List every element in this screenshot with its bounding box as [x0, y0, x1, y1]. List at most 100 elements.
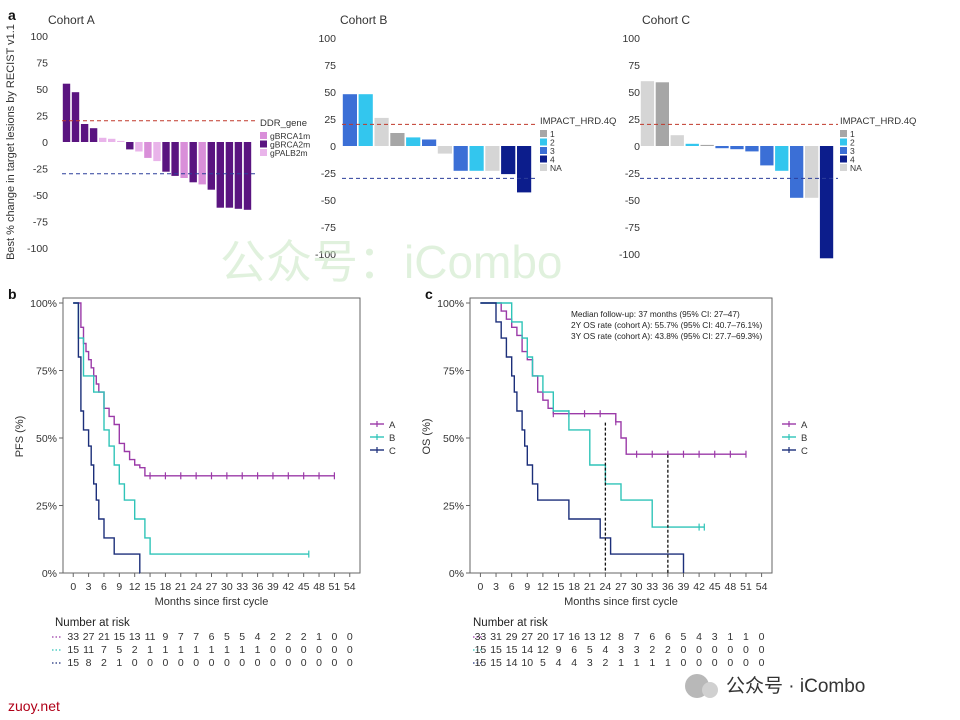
legend-label: 3: [550, 146, 555, 156]
y-tick-label: -75: [33, 217, 48, 229]
bar: [760, 146, 774, 166]
risk-cell: 2: [649, 644, 655, 656]
risk-cell: 0: [696, 657, 702, 669]
risk-cell: 15: [67, 644, 79, 656]
risk-table-title: Number at risk: [55, 617, 130, 629]
risk-cell: 4: [571, 657, 577, 669]
risk-cell: 1: [178, 644, 184, 656]
y-tick-label: -100: [27, 243, 48, 255]
risk-cell: 14: [521, 644, 533, 656]
bar: [374, 117, 389, 146]
y-tick-label: 0%: [449, 568, 464, 580]
risk-cell: 1: [239, 644, 245, 656]
risk-cell: 12: [537, 644, 549, 656]
risk-cell: 0: [255, 657, 261, 669]
risk-cell: 0: [712, 644, 718, 656]
footer-site-label[interactable]: zuoy.net: [8, 698, 60, 714]
risk-cell: 0: [285, 644, 291, 656]
bar: [71, 92, 80, 142]
x-tick-label: 18: [160, 581, 172, 593]
risk-cell: 0: [193, 657, 199, 669]
risk-cell: 1: [116, 657, 122, 669]
km-curve-B: [73, 302, 309, 555]
risk-cell: 10: [521, 657, 533, 669]
y-tick-label: 50: [36, 84, 48, 96]
x-tick-label: 45: [298, 581, 310, 593]
bar: [437, 146, 452, 154]
risk-cell: 1: [147, 644, 153, 656]
risk-cell: 0: [132, 657, 138, 669]
risk-cell: 7: [101, 644, 107, 656]
bar: [153, 142, 161, 162]
risk-cell: 0: [224, 657, 230, 669]
x-tick-label: 45: [709, 581, 721, 593]
risk-cell: 15: [490, 657, 502, 669]
risk-cell: 1: [209, 644, 215, 656]
risk-cell: 15: [113, 631, 125, 643]
y-tick-label: 50: [324, 87, 336, 99]
y-tick-label: 25: [324, 114, 336, 126]
waterfall-title: Cohort A: [48, 13, 95, 27]
risk-cell: 1: [162, 644, 168, 656]
x-tick-label: 51: [740, 581, 752, 593]
y-tick-label: 75: [324, 60, 336, 72]
bar: [775, 146, 789, 171]
bar: [207, 142, 215, 190]
y-tick-label: 50%: [36, 433, 57, 445]
x-tick-label: 33: [646, 581, 658, 593]
x-tick-label: 36: [662, 581, 674, 593]
x-tick-label: 42: [693, 581, 705, 593]
legend-swatch: [840, 130, 847, 137]
y-axis-label: PFS (%): [14, 416, 26, 458]
footer-logo-text: 公众号 · iCombo: [726, 675, 865, 697]
x-tick-label: 0: [70, 581, 76, 593]
bar: [390, 133, 405, 146]
bar: [171, 142, 179, 176]
legend-swatch: [260, 140, 267, 148]
risk-cell: 9: [162, 631, 168, 643]
risk-cell: 0: [239, 657, 245, 669]
risk-cell: 8: [86, 657, 92, 669]
legend-label: C: [801, 446, 808, 457]
risk-cell: 5: [224, 631, 230, 643]
bar: [135, 142, 143, 152]
bar: [700, 144, 714, 146]
x-tick-label: 39: [267, 581, 279, 593]
panel-label-b: b: [8, 286, 17, 302]
bar: [485, 146, 500, 171]
legend-label: 3: [850, 146, 855, 156]
legend-swatch: [540, 147, 547, 154]
bar: [730, 146, 744, 150]
legend-label: 1: [850, 129, 855, 139]
risk-cell: 13: [129, 631, 141, 643]
legend-swatch: [540, 130, 547, 137]
y-tick-label: -25: [33, 164, 48, 176]
risk-cell: 0: [712, 657, 718, 669]
x-tick-label: 12: [129, 581, 141, 593]
plot-frame: [62, 297, 361, 574]
y-tick-label: -100: [619, 249, 640, 261]
x-tick-label: 30: [631, 581, 643, 593]
x-tick-label: 30: [221, 581, 233, 593]
risk-cell: 20: [537, 631, 549, 643]
bar: [108, 138, 116, 142]
bar: [225, 142, 234, 208]
y-tick-label: 75: [628, 60, 640, 72]
waterfall-title: Cohort B: [340, 13, 387, 27]
bar: [745, 146, 759, 152]
watermark: 公众号：iCombo: [220, 236, 563, 288]
risk-cell: 0: [743, 657, 749, 669]
legend-label: 2: [850, 138, 855, 148]
risk-cell: 5: [540, 657, 546, 669]
risk-cell: 0: [301, 644, 307, 656]
bar: [640, 81, 655, 146]
bar: [358, 94, 373, 146]
x-tick-label: 21: [584, 581, 596, 593]
x-tick-label: 33: [236, 581, 248, 593]
x-tick-label: 15: [553, 581, 565, 593]
bar: [126, 142, 134, 150]
risk-cell: 1: [618, 657, 624, 669]
risk-cell: 2: [270, 631, 276, 643]
x-axis-label: Months since first cycle: [155, 596, 269, 608]
